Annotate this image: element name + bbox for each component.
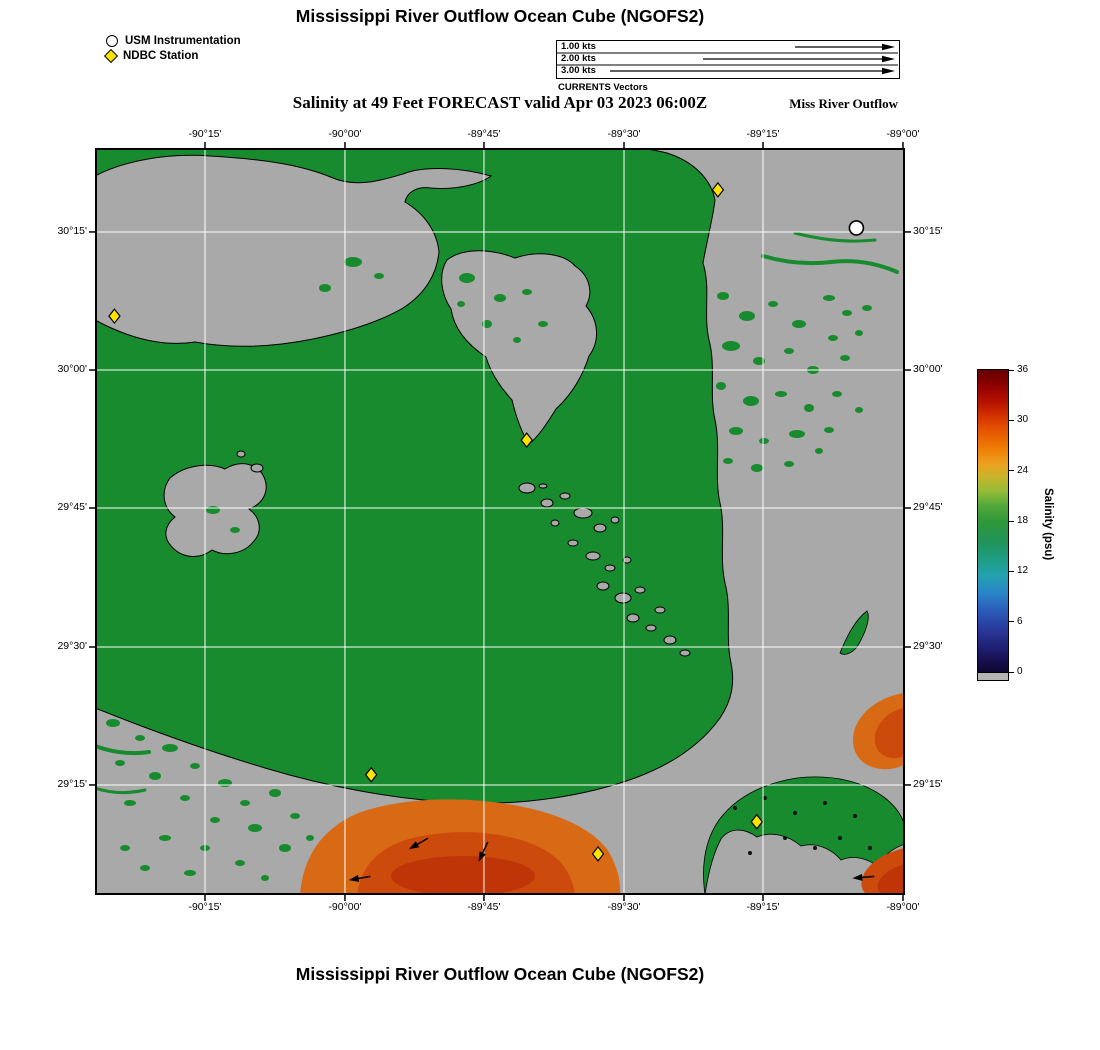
- usm-circle-symbol: [106, 34, 118, 47]
- colorbar-tick-label: 12: [1017, 565, 1029, 577]
- current-vector-arrow: [348, 874, 371, 882]
- outflow-plume: [300, 693, 905, 895]
- y-tick-label: 29°45': [913, 500, 943, 513]
- x-tick-label: -89°00': [886, 128, 920, 140]
- currents-scale-box: 1.00 kts 2.00 kts 3.00 kts: [556, 40, 900, 79]
- currents-scale-row: 3.00 kts: [561, 65, 596, 76]
- colorbar-tick: [1009, 470, 1014, 472]
- x-tick-label: -89°45': [467, 128, 501, 140]
- colorbar-axis-label: Salinity (psu): [1042, 487, 1054, 561]
- ndbc-station-marker: [750, 813, 764, 830]
- colorbar-tick-label: 6: [1017, 615, 1023, 627]
- y-tick-label: 30°00': [913, 363, 943, 375]
- y-tick-label: 30°15': [57, 224, 87, 237]
- colorbar-tick: [1009, 419, 1014, 421]
- ndbc-station-marker: [711, 181, 725, 198]
- x-tick-label: -89°30': [607, 128, 641, 140]
- legend-label: NDBC Station: [123, 49, 199, 62]
- colorbar-tick-label: 24: [1017, 464, 1029, 476]
- islet-dots: [733, 796, 872, 855]
- axis-ticks: [89, 142, 911, 901]
- colorbar-tick: [1009, 369, 1014, 371]
- y-tick-label: 29°30': [57, 639, 87, 652]
- colorbar-tick-label: 30: [1017, 414, 1029, 426]
- station-markers: [108, 181, 865, 862]
- ndbc-diamond-symbol: [103, 48, 119, 63]
- colorbar-tick: [1009, 520, 1014, 522]
- colorbar-tick: [1009, 621, 1014, 623]
- subtitle-right: Miss River Outflow: [789, 96, 898, 111]
- y-tick-label: 29°15': [57, 777, 87, 790]
- x-tick-label: -89°00': [886, 901, 920, 913]
- y-tick-label: 29°15': [913, 777, 943, 790]
- current-vector-arrow: [478, 841, 489, 862]
- x-tick-label: -90°00': [328, 901, 362, 913]
- currents-scale-row: 1.00 kts: [561, 41, 596, 52]
- marsh-islands: [518, 482, 691, 657]
- currents-scale-row: 2.00 kts: [561, 53, 596, 64]
- ndbc-station-marker: [364, 766, 378, 783]
- map-frame: [95, 148, 905, 895]
- x-tick-label: -89°30': [607, 901, 641, 913]
- colorbar-gradient: [978, 370, 1008, 672]
- usm-station-marker: [848, 220, 865, 236]
- x-tick-label: -89°15': [746, 128, 780, 140]
- y-tick-label: 29°30': [913, 639, 943, 652]
- colorbar-underrange-cap: [978, 672, 1008, 680]
- colorbar-tick-label: 0: [1017, 666, 1023, 677]
- x-tick-label: -90°00': [328, 128, 362, 140]
- legend-item-ndbc: NDBC Station: [103, 48, 241, 63]
- main-title: Mississippi River Outflow Ocean Cube (NG…: [295, 6, 705, 26]
- legend-label: USM Instrumentation: [125, 34, 241, 47]
- y-tick-label: 30°15': [913, 224, 943, 237]
- colorbar-tick-label: 18: [1017, 515, 1029, 526]
- current-vector-arrow: [408, 837, 429, 850]
- colorbar-tick: [1009, 570, 1014, 572]
- currents-scale-arrows: [557, 43, 898, 75]
- current-vectors: [348, 837, 875, 882]
- colorbar: [977, 369, 1009, 681]
- y-tick-label: 30°00': [57, 363, 87, 375]
- colorbar-tick-label: 36: [1017, 364, 1029, 375]
- y-tick-label: 29°45': [57, 500, 87, 513]
- currents-caption: CURRENTS Vectors: [558, 82, 648, 93]
- x-tick-label: -89°45': [467, 901, 501, 913]
- colorbar-tick: [1009, 671, 1014, 673]
- footer-title: Mississippi River Outflow Ocean Cube (NG…: [295, 964, 705, 984]
- graticule: [95, 148, 905, 895]
- ndbc-station-marker: [108, 308, 121, 325]
- ndbc-station-marker: [520, 432, 533, 449]
- marsh-water-patches: [95, 231, 905, 895]
- x-tick-label: -90°15': [188, 901, 222, 913]
- legend-item-usm: USM Instrumentation: [106, 33, 241, 48]
- ndbc-station-marker: [591, 845, 605, 862]
- forecast-subtitle: Salinity at 49 Feet FORECAST valid Apr 0…: [292, 93, 708, 112]
- map-symbols-legend: USM Instrumentation NDBC Station: [103, 33, 241, 63]
- x-tick-label: -89°15': [746, 901, 780, 913]
- salinity-map: [89, 142, 911, 901]
- x-tick-label: -90°15': [188, 128, 222, 140]
- current-vector-arrow: [852, 873, 875, 881]
